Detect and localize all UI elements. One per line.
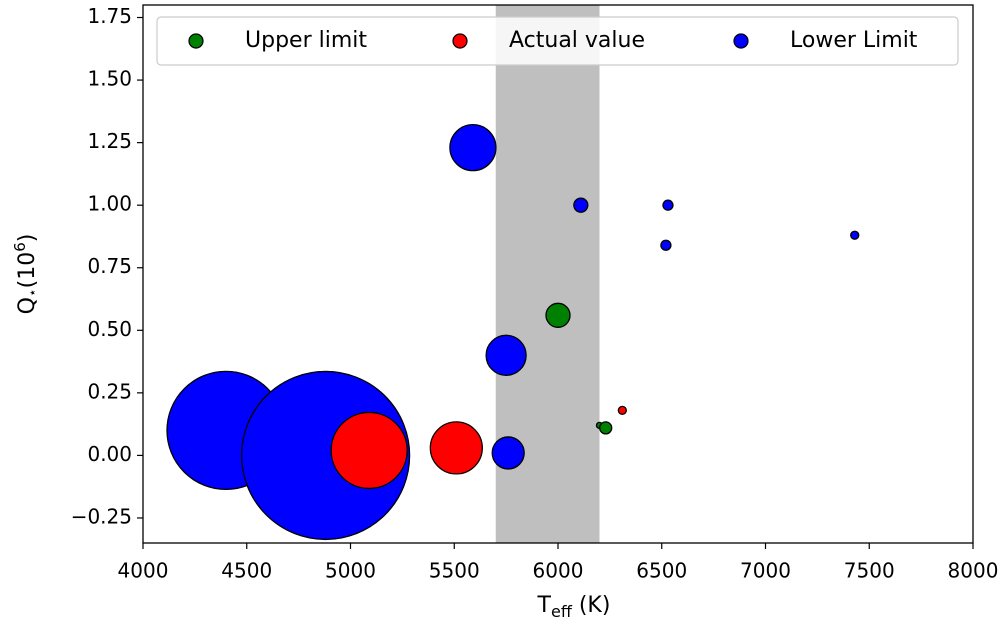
x-tick-label: 7500 [844, 559, 895, 583]
y-tick-label: 1.50 [87, 67, 132, 91]
bubble [545, 302, 571, 328]
y-tick-label: 1.00 [87, 192, 132, 216]
legend-box [156, 16, 959, 66]
x-label-sub: eff [551, 602, 573, 621]
legend-marker [452, 33, 468, 49]
bubble [449, 123, 497, 172]
legend-label: Lower Limit [790, 28, 918, 53]
y-axis-label: Q⋆(106) [11, 234, 42, 315]
bubble [330, 411, 408, 490]
bubble [491, 436, 525, 470]
legend-label: Upper limit [245, 28, 367, 53]
x-axis-label: Teff (K) [537, 593, 611, 621]
y-tick-label: 1.75 [87, 4, 132, 28]
x-tick-label: 4000 [118, 559, 169, 583]
x-label-unit: (K) [572, 593, 611, 618]
x-tick-label: 5500 [429, 559, 480, 583]
bubble [617, 405, 627, 416]
x-tick-label: 6500 [636, 559, 687, 583]
y-tick-label: 1.25 [87, 129, 132, 153]
y-label-unit: (10 [15, 252, 40, 289]
x-label-main: T [537, 593, 552, 618]
bubble [660, 239, 672, 251]
bubble [573, 197, 589, 213]
y-tick-label: 0.50 [87, 317, 132, 341]
y-tick-label: −0.25 [71, 504, 132, 528]
bubble [662, 199, 674, 211]
legend-marker [188, 33, 204, 49]
y-label-sub: ⋆ [25, 288, 41, 297]
bubble [599, 421, 613, 435]
bubble [485, 334, 527, 376]
x-tick-label: 4500 [221, 559, 272, 583]
bubble [429, 421, 483, 475]
y-label-main: Q [15, 297, 40, 314]
y-tick-label: 0.00 [87, 442, 132, 466]
x-tick-label: 6000 [533, 559, 584, 583]
y-tick-label: 0.25 [87, 379, 132, 403]
y-label-close: ) [15, 234, 40, 243]
x-tick-label: 7000 [740, 559, 791, 583]
y-label-sup: 6 [11, 242, 29, 252]
y-tick-label: 0.75 [87, 254, 132, 278]
bubble [850, 230, 860, 240]
x-tick-label: 5000 [325, 559, 376, 583]
legend-marker [733, 33, 749, 49]
x-tick-label: 8000 [948, 559, 999, 583]
legend-label: Actual value [509, 28, 645, 53]
